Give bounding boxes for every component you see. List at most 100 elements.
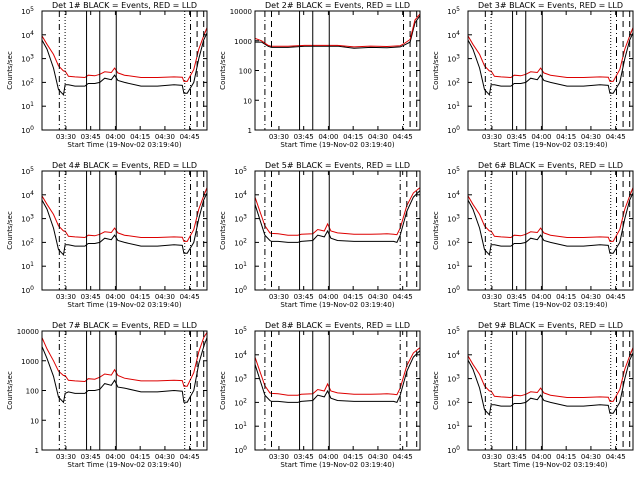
y-tick-label: 10 bbox=[30, 417, 39, 425]
x-axis-label: Start Time (19-Nov-02 03:19:40) bbox=[280, 461, 394, 469]
x-tick-label: 04:15 bbox=[130, 293, 150, 301]
x-tick-label: 04:00 bbox=[318, 293, 338, 301]
y-tick-label: 104 bbox=[447, 30, 460, 40]
x-tick-label: 04:00 bbox=[531, 453, 551, 461]
x-tick-label: 04:00 bbox=[531, 293, 551, 301]
x-tick-label: 04:45 bbox=[393, 453, 413, 461]
x-tick-label: 03:30 bbox=[269, 453, 289, 461]
y-tick-label: 102 bbox=[447, 77, 460, 87]
y-tick-label: 1000 bbox=[234, 38, 252, 46]
x-tick-label: 04:00 bbox=[105, 133, 125, 141]
x-tick-label: 03:45 bbox=[294, 293, 314, 301]
y-tick-label: 105 bbox=[21, 6, 34, 16]
series-line-lld bbox=[468, 187, 633, 242]
x-tick-label: 04:45 bbox=[180, 293, 200, 301]
chart-title: Det 4# BLACK = Events, RED = LLD bbox=[52, 161, 197, 170]
y-tick-label: 100 bbox=[234, 445, 247, 455]
x-tick-label: 03:45 bbox=[507, 453, 527, 461]
y-tick-label: 104 bbox=[234, 190, 247, 200]
series-line-events bbox=[42, 192, 207, 256]
x-tick-label: 03:30 bbox=[482, 133, 502, 141]
x-tick-label: 03:30 bbox=[56, 293, 76, 301]
x-tick-label: 03:30 bbox=[482, 293, 502, 301]
y-axis-label: Counts/sec bbox=[6, 51, 14, 90]
y-tick-label: 105 bbox=[447, 326, 460, 336]
y-tick-label: 101 bbox=[447, 101, 460, 111]
x-axis-label: Start Time (19-Nov-02 03:19:40) bbox=[493, 461, 607, 469]
y-tick-label: 101 bbox=[21, 101, 34, 111]
x-tick-label: 04:15 bbox=[130, 453, 150, 461]
series-line-lld bbox=[255, 187, 420, 236]
y-axis-label: Counts/sec bbox=[432, 371, 440, 410]
chart-panel: Det 3# BLACK = Events, RED = LLD 100 101 10… bbox=[432, 1, 634, 149]
x-tick-label: 04:45 bbox=[606, 293, 626, 301]
x-tick-label: 04:15 bbox=[343, 133, 363, 141]
x-tick-label: 03:45 bbox=[507, 133, 527, 141]
y-tick-label: 100 bbox=[239, 68, 252, 76]
chart-title: Det 7# BLACK = Events, RED = LLD bbox=[52, 321, 197, 330]
series-line-lld bbox=[42, 332, 207, 387]
y-tick-label: 103 bbox=[234, 214, 247, 224]
y-tick-label: 100 bbox=[447, 445, 460, 455]
x-tick-label: 04:00 bbox=[531, 133, 551, 141]
x-tick-label: 04:30 bbox=[368, 293, 388, 301]
x-tick-label: 04:00 bbox=[318, 453, 338, 461]
series-line-lld bbox=[255, 13, 420, 48]
y-tick-label: 103 bbox=[447, 214, 460, 224]
x-tick-label: 04:15 bbox=[556, 133, 576, 141]
plot-frame bbox=[41, 170, 208, 291]
chart-panel: Det 2# BLACK = Events, RED = LLD 1 10 100 10… bbox=[219, 1, 421, 149]
series-line-lld bbox=[42, 27, 207, 82]
chart-title: Det 6# BLACK = Events, RED = LLD bbox=[478, 161, 623, 170]
y-tick-label: 102 bbox=[234, 237, 247, 247]
y-axis-label: Counts/sec bbox=[219, 211, 227, 250]
series-line-lld bbox=[468, 27, 633, 82]
plot-frame bbox=[41, 10, 208, 131]
x-tick-label: 04:30 bbox=[368, 453, 388, 461]
series-line-events bbox=[468, 192, 633, 256]
plot-frame bbox=[467, 10, 634, 131]
y-axis-label: Counts/sec bbox=[6, 371, 14, 410]
x-tick-label: 04:30 bbox=[368, 133, 388, 141]
x-tick-label: 03:30 bbox=[269, 133, 289, 141]
chart-panel: Det 6# BLACK = Events, RED = LLD 100 101 10… bbox=[432, 161, 634, 309]
x-tick-label: 04:30 bbox=[155, 293, 175, 301]
x-tick-label: 03:30 bbox=[269, 293, 289, 301]
y-tick-label: 1 bbox=[248, 127, 252, 135]
y-tick-label: 102 bbox=[447, 397, 460, 407]
y-tick-label: 105 bbox=[447, 6, 460, 16]
x-tick-label: 04:15 bbox=[556, 453, 576, 461]
chart-panel: Det 1# BLACK = Events, RED = LLD 100 101 10… bbox=[6, 1, 208, 149]
y-tick-label: 100 bbox=[234, 285, 247, 295]
x-axis-label: Start Time (19-Nov-02 03:19:40) bbox=[280, 141, 394, 149]
series-line-events bbox=[42, 337, 207, 404]
y-axis-label: Counts/sec bbox=[432, 51, 440, 90]
plot-frame bbox=[467, 330, 634, 451]
y-tick-label: 101 bbox=[447, 421, 460, 431]
y-tick-label: 104 bbox=[447, 350, 460, 360]
x-axis-label: Start Time (19-Nov-02 03:19:40) bbox=[67, 461, 181, 469]
x-tick-label: 03:45 bbox=[81, 293, 101, 301]
y-tick-label: 10000 bbox=[17, 328, 39, 336]
x-tick-label: 04:45 bbox=[393, 293, 413, 301]
series-line-events bbox=[255, 15, 420, 49]
chart-panel: Det 9# BLACK = Events, RED = LLD 100 101 10… bbox=[432, 321, 634, 469]
chart-title: Det 3# BLACK = Events, RED = LLD bbox=[478, 1, 623, 10]
x-tick-label: 04:30 bbox=[581, 133, 601, 141]
chart-title: Det 1# BLACK = Events, RED = LLD bbox=[52, 1, 197, 10]
y-tick-label: 104 bbox=[21, 30, 34, 40]
y-tick-label: 103 bbox=[21, 54, 34, 64]
y-tick-label: 100 bbox=[21, 125, 34, 135]
series-line-events bbox=[468, 32, 633, 96]
y-axis-label: Counts/sec bbox=[219, 51, 227, 90]
x-axis-label: Start Time (19-Nov-02 03:19:40) bbox=[280, 301, 394, 309]
y-tick-label: 101 bbox=[447, 261, 460, 271]
plot-frame bbox=[467, 170, 634, 291]
y-tick-label: 100 bbox=[447, 125, 460, 135]
plot-frame bbox=[254, 10, 421, 131]
y-tick-label: 103 bbox=[447, 374, 460, 384]
y-tick-label: 104 bbox=[21, 190, 34, 200]
x-tick-label: 04:30 bbox=[155, 133, 175, 141]
y-tick-label: 103 bbox=[21, 214, 34, 224]
